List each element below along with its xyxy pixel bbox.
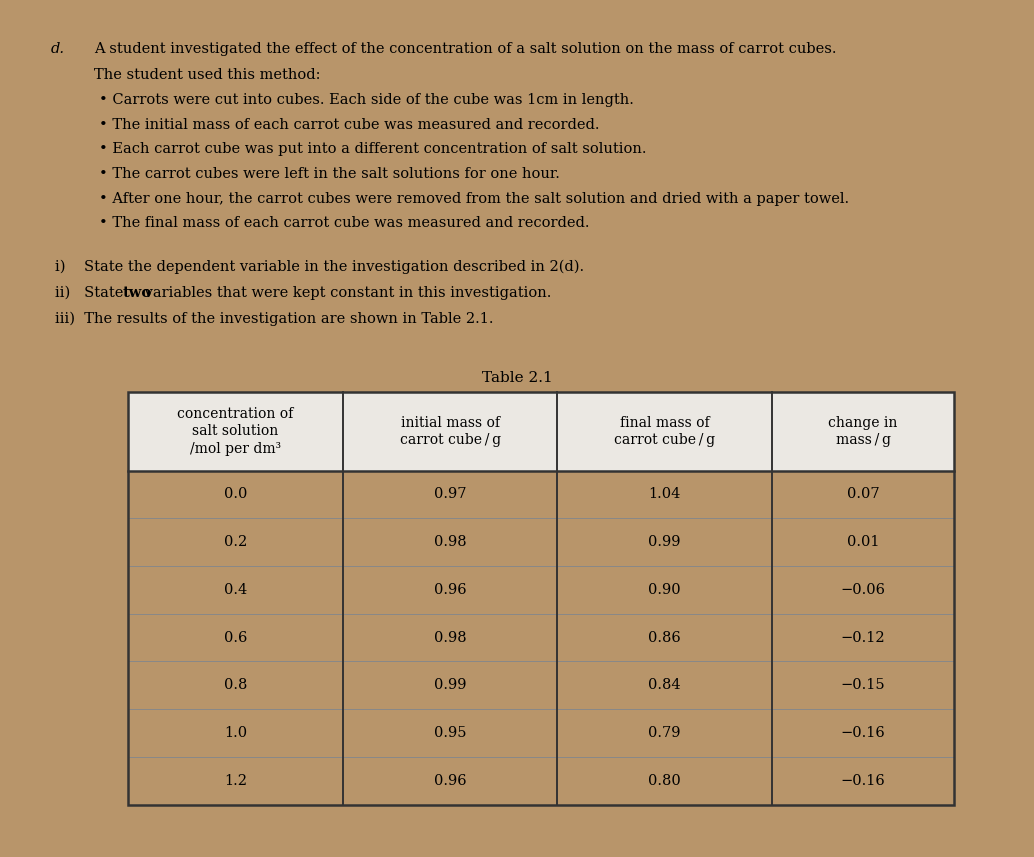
- Text: 0.98: 0.98: [434, 535, 466, 549]
- Text: A student investigated the effect of the concentration of a salt solution on the: A student investigated the effect of the…: [94, 42, 837, 56]
- Text: final mass of
carrot cube / g: final mass of carrot cube / g: [614, 416, 716, 447]
- Text: −0.06: −0.06: [841, 583, 886, 596]
- Text: • The carrot cubes were left in the salt solutions for one hour.: • The carrot cubes were left in the salt…: [99, 167, 560, 181]
- Text: 0.8: 0.8: [223, 678, 247, 692]
- Text: −0.16: −0.16: [841, 774, 885, 788]
- Text: 0.86: 0.86: [648, 631, 681, 644]
- Text: 1.0: 1.0: [224, 726, 247, 740]
- Text: 0.97: 0.97: [434, 488, 466, 501]
- Bar: [128, 393, 954, 805]
- Text: two: two: [122, 285, 152, 300]
- Text: Table 2.1: Table 2.1: [482, 371, 552, 386]
- Text: 0.99: 0.99: [648, 535, 681, 549]
- Text: initial mass of
carrot cube / g: initial mass of carrot cube / g: [399, 416, 500, 447]
- Text: 0.84: 0.84: [648, 678, 681, 692]
- Text: −0.12: −0.12: [841, 631, 885, 644]
- Bar: [128, 393, 954, 470]
- Text: • Carrots were cut into cubes. Each side of the cube was 1cm in length.: • Carrots were cut into cubes. Each side…: [99, 93, 634, 107]
- Text: change in
mass / g: change in mass / g: [828, 416, 898, 447]
- Text: 0.95: 0.95: [434, 726, 466, 740]
- Text: • Each carrot cube was put into a different concentration of salt solution.: • Each carrot cube was put into a differ…: [99, 142, 646, 156]
- Text: • The final mass of each carrot cube was measured and recorded.: • The final mass of each carrot cube was…: [99, 216, 589, 231]
- Text: 0.80: 0.80: [648, 774, 681, 788]
- Text: d.: d.: [51, 42, 64, 56]
- Text: ii)   State: ii) State: [56, 285, 128, 300]
- Text: −0.15: −0.15: [841, 678, 885, 692]
- Text: 0.99: 0.99: [434, 678, 466, 692]
- Text: concentration of
salt solution
/mol per dm³: concentration of salt solution /mol per …: [178, 406, 294, 456]
- Text: 0.0: 0.0: [223, 488, 247, 501]
- Text: 0.6: 0.6: [223, 631, 247, 644]
- Text: 1.04: 1.04: [648, 488, 680, 501]
- Text: 0.98: 0.98: [434, 631, 466, 644]
- Text: • After one hour, the carrot cubes were removed from the salt solution and dried: • After one hour, the carrot cubes were …: [99, 192, 849, 206]
- Text: iii)  The results of the investigation are shown in Table 2.1.: iii) The results of the investigation ar…: [56, 312, 494, 327]
- Text: 0.07: 0.07: [847, 488, 880, 501]
- Text: variables that were kept constant in this investigation.: variables that were kept constant in thi…: [140, 285, 551, 300]
- Text: 0.2: 0.2: [224, 535, 247, 549]
- Text: 0.96: 0.96: [434, 583, 466, 596]
- Text: • The initial mass of each carrot cube was measured and recorded.: • The initial mass of each carrot cube w…: [99, 117, 600, 131]
- Text: 0.90: 0.90: [648, 583, 681, 596]
- Text: 0.4: 0.4: [224, 583, 247, 596]
- Text: 0.79: 0.79: [648, 726, 681, 740]
- Text: 0.96: 0.96: [434, 774, 466, 788]
- Text: i)    State the dependent variable in the investigation described in 2(d).: i) State the dependent variable in the i…: [56, 260, 584, 274]
- Text: 1.2: 1.2: [224, 774, 247, 788]
- Text: The student used this method:: The student used this method:: [94, 69, 321, 82]
- Text: −0.16: −0.16: [841, 726, 885, 740]
- Text: 0.01: 0.01: [847, 535, 880, 549]
